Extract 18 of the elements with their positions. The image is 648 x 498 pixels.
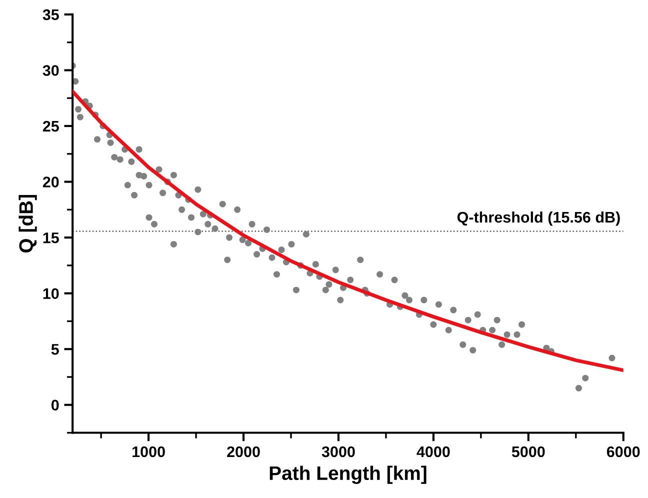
ref-line-label: Q-threshold (15.56 dB) <box>457 211 620 226</box>
y-tick-label: 20 <box>42 176 59 188</box>
y-tick-label: 15 <box>43 232 59 244</box>
y-tick-label: 25 <box>42 120 59 132</box>
y-tick-label: 30 <box>42 65 59 76</box>
x-axis-title: Path Length [km] <box>270 466 426 484</box>
x-tick-label: 1000 <box>132 446 165 458</box>
line-series <box>72 90 624 372</box>
x-tick-label: 4000 <box>416 446 450 458</box>
x-tick-label: 3000 <box>322 446 355 458</box>
y-tick-label: 0 <box>51 400 59 411</box>
y-axis-title: Q [dB] <box>18 194 37 252</box>
y-tick-label: 5 <box>51 344 59 355</box>
y-tick-label: 35 <box>42 9 59 20</box>
x-tick-label: 2000 <box>227 446 260 458</box>
x-tick-label: 6000 <box>606 446 640 458</box>
x-tick-label: 5000 <box>512 446 545 458</box>
y-tick-label: 10 <box>43 288 59 300</box>
